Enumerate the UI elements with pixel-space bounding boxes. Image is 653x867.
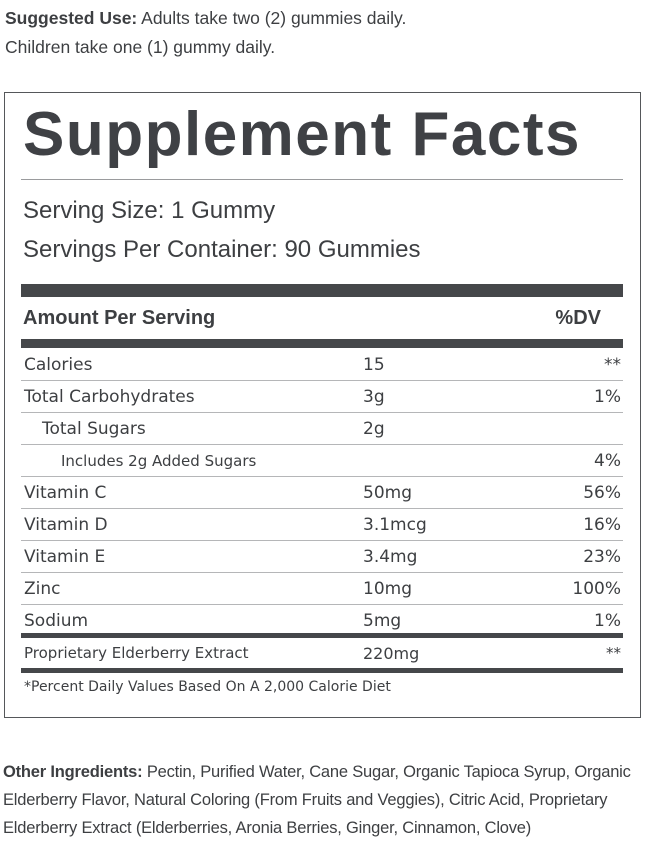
serving-size: Serving Size: 1 Gummy — [23, 197, 276, 224]
header-amount: Amount Per Serving — [23, 307, 216, 329]
table-row: Total Carbohydrates 3g 1% — [21, 381, 623, 413]
table-row: Vitamin D 3.1mcg 16% — [21, 509, 623, 541]
nutrient-amount: 3g — [363, 387, 385, 407]
nutrient-dv: 23% — [583, 547, 621, 567]
nutrient-amount: 10mg — [363, 579, 412, 599]
table-row: Calories 15 ** — [21, 349, 623, 381]
suggested-use-label: Suggested Use: — [5, 8, 138, 28]
nutrient-table: Calories 15 ** Total Carbohydrates 3g 1% Total… — [21, 349, 623, 636]
nutrient-name: Vitamin C — [24, 483, 107, 503]
other-ingredients-text: Pectin, Purified Water, Cane Sugar, Orga… — [3, 763, 631, 837]
servings-per-container: Servings Per Container: 90 Gummies — [23, 236, 421, 263]
table-row: Vitamin E 3.4mg 23% — [21, 541, 623, 573]
nutrient-dv: 1% — [594, 611, 621, 631]
table-row: Vitamin C 50mg 56% — [21, 477, 623, 509]
nutrient-name: Vitamin D — [24, 515, 108, 535]
thick-divider — [21, 339, 623, 348]
table-row: Includes 2g Added Sugars 4% — [21, 445, 623, 477]
proprietary-row: Proprietary Elderberry Extract 220mg ** — [21, 638, 623, 669]
nutrient-name: Zinc — [24, 579, 61, 599]
nutrient-dv: 56% — [583, 483, 621, 503]
nutrient-dv: 16% — [583, 515, 621, 535]
nutrient-name: Calories — [24, 355, 93, 375]
supplement-facts-panel: Supplement Facts Serving Size: 1 Gummy S… — [4, 92, 641, 718]
nutrient-dv: 1% — [594, 387, 621, 407]
nutrient-dv: ** — [606, 644, 621, 662]
thick-divider — [21, 668, 623, 673]
thick-divider — [21, 633, 623, 638]
divider — [21, 179, 623, 180]
nutrient-dv: 100% — [572, 579, 621, 599]
other-ingredients-label: Other Ingredients: — [3, 763, 143, 781]
thick-divider — [21, 284, 623, 297]
suggested-use-children: Children take one (1) gummy daily. — [5, 37, 276, 57]
nutrient-dv: 4% — [594, 451, 621, 471]
nutrient-amount: 2g — [363, 419, 385, 439]
header-dv: %DV — [555, 307, 601, 329]
nutrient-name: Proprietary Elderberry Extract — [24, 644, 249, 662]
nutrient-name: Total Sugars — [42, 419, 146, 439]
other-ingredients: Other Ingredients: Pectin, Purified Wate… — [3, 758, 653, 842]
nutrient-name: Vitamin E — [24, 547, 106, 567]
footnote: *Percent Daily Values Based On A 2,000 C… — [24, 679, 391, 695]
table-row: Sodium 5mg 1% — [21, 605, 623, 636]
nutrient-amount: 3.4mg — [363, 547, 418, 567]
nutrient-amount: 220mg — [363, 644, 420, 663]
table-row: Zinc 10mg 100% — [21, 573, 623, 605]
nutrient-name: Sodium — [24, 611, 89, 631]
panel-title: Supplement Facts — [23, 100, 581, 169]
suggested-use-adults: Adults take two (2) gummies daily. — [141, 8, 407, 28]
nutrient-name: Total Carbohydrates — [24, 387, 195, 407]
nutrient-amount: 3.1mcg — [363, 515, 427, 535]
nutrient-dv: ** — [604, 355, 621, 375]
suggested-use: Suggested Use: Adults take two (2) gummi… — [5, 4, 406, 62]
nutrient-amount: 5mg — [363, 611, 402, 631]
nutrient-name: Includes 2g Added Sugars — [61, 452, 257, 470]
nutrient-amount: 50mg — [363, 483, 412, 503]
nutrient-amount: 15 — [363, 355, 385, 375]
table-header: Amount Per Serving %DV — [23, 307, 601, 330]
table-row: Total Sugars 2g — [21, 413, 623, 445]
